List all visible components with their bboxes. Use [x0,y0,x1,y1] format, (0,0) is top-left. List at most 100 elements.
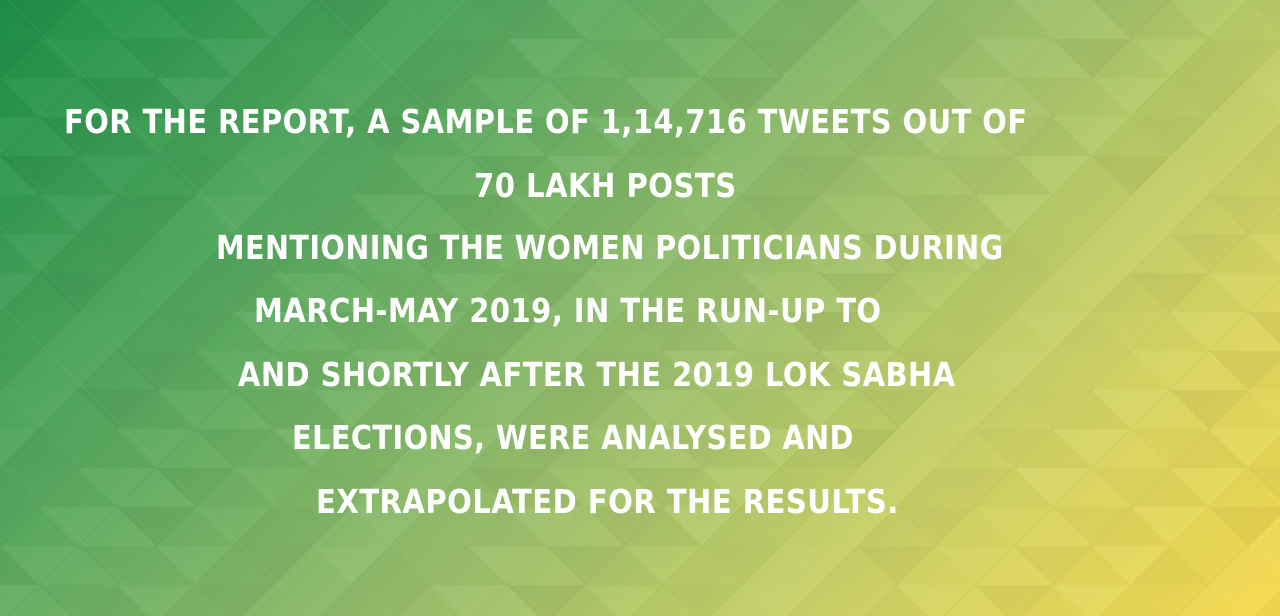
pattern-triangle [78,234,156,273]
pattern-triangle [546,156,624,195]
pattern-line [0,69,547,616]
text-line-3: MENTIONING THE WOMEN POLITICIANS DURING [216,228,1004,267]
pattern-triangle [234,312,312,351]
pattern-triangle [741,585,819,616]
pattern-triangle [1131,117,1209,156]
pattern-triangle [780,156,858,195]
pattern-line [0,381,235,616]
pattern-triangle [429,195,507,234]
pattern-line [397,0,1015,616]
pattern-triangle [234,156,312,195]
pattern-triangle [117,351,195,390]
pattern-triangle [273,273,351,312]
pattern-triangle [624,390,702,429]
pattern-line [0,0,313,313]
pattern-triangle [936,78,1014,117]
text-line-7: EXTRAPOLATED FOR THE RESULTS. [316,482,899,521]
pattern-line [241,0,859,616]
pattern-triangle [1053,429,1131,468]
pattern-triangle [858,546,936,585]
pattern-triangle [1248,78,1280,110]
pattern-line [319,0,937,616]
pattern-triangle [195,39,273,78]
pattern-triangle [936,234,1014,273]
pattern-line [865,0,1280,415]
pattern-triangle [819,429,897,468]
pattern-triangle [1170,390,1248,429]
pattern-triangle [1053,585,1131,616]
pattern-line [0,303,313,616]
pattern-line [787,123,1280,616]
pattern-line [7,0,625,616]
pattern-triangle [1014,468,1092,507]
pattern-line [865,201,1280,616]
pattern-triangle [0,39,39,78]
pattern-triangle [1014,312,1092,351]
pattern-line [475,0,1093,616]
pattern-line [553,0,1171,616]
pattern-line [241,0,859,616]
pattern-triangle [741,39,819,78]
pattern-triangle [507,39,585,78]
pattern-triangle [507,429,585,468]
pattern-triangle [858,390,936,429]
pattern-triangle [390,234,468,273]
pattern-triangle [39,273,117,312]
pattern-triangle [390,78,468,117]
pattern-triangle [312,0,390,39]
pattern-triangle [1209,507,1280,546]
pattern-triangle [429,351,507,390]
pattern-triangle [0,156,78,195]
pattern-triangle [663,507,741,546]
pattern-line [1021,0,1280,259]
pattern-line [1099,435,1280,616]
text-line-2: 70 LAKH POSTS [474,166,737,205]
pattern-triangle [546,546,624,585]
pattern-triangle [780,312,858,351]
pattern-triangle [468,312,546,351]
pattern-triangle [819,273,897,312]
pattern-line [7,0,625,616]
pattern-line [0,0,391,391]
pattern-triangle [1092,156,1170,195]
pattern-line [1021,357,1280,616]
pattern-triangle [975,351,1053,390]
pattern-triangle [0,0,78,39]
pattern-line [709,45,1280,616]
pattern-triangle [117,507,195,546]
pattern-line [0,0,547,547]
pattern-line [943,279,1280,616]
pattern-triangle [312,390,390,429]
pattern-line [319,0,937,616]
pattern-triangle [1131,273,1209,312]
pattern-triangle [1092,0,1170,39]
pattern-triangle [663,351,741,390]
text-line-4: MARCH-MAY 2019, IN THE RUN-UP TO [254,291,882,330]
pattern-triangle [741,195,819,234]
pattern-triangle [585,273,663,312]
pattern-line [0,0,469,469]
pattern-triangle [858,0,936,39]
pattern-triangle [273,429,351,468]
pattern-triangle [975,195,1053,234]
pattern-line [85,0,703,616]
pattern-line [1099,0,1280,181]
pattern-triangle [195,585,273,616]
pattern-triangle [312,546,390,585]
pattern-triangle [507,585,585,616]
pattern-line [163,0,781,616]
pattern-triangle [624,234,702,273]
pattern-triangle [897,507,975,546]
pattern-triangle [1053,39,1131,78]
pattern-triangle [0,585,39,616]
pattern-line [475,0,1093,616]
pattern-triangle [78,390,156,429]
pattern-triangle [1092,546,1170,585]
pattern-line [0,225,391,616]
pattern-line [85,0,703,616]
pattern-triangle [897,117,975,156]
pattern-triangle [195,195,273,234]
text-line-1: FOR THE REPORT, A SAMPLE OF 1,14,716 TWE… [64,102,1028,141]
